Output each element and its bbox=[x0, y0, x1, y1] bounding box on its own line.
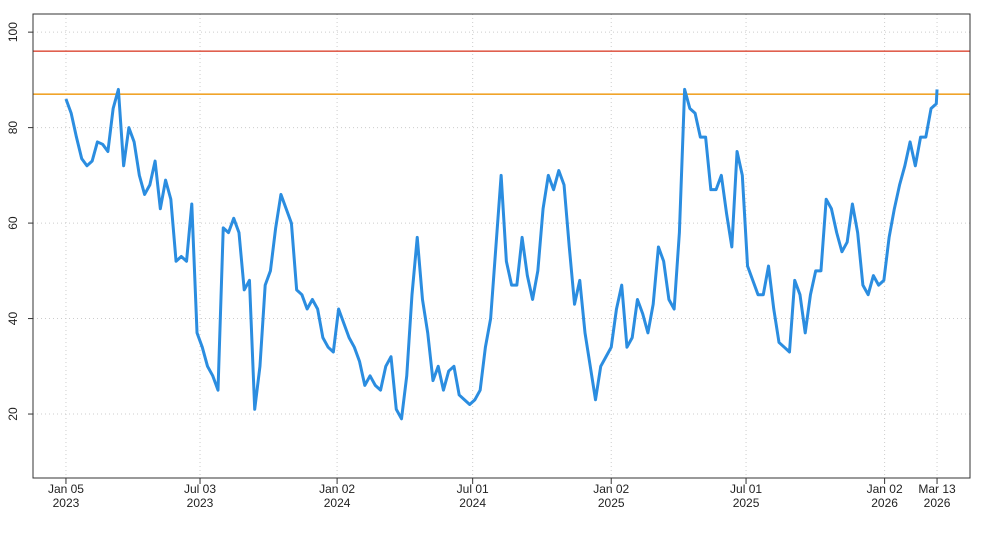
y-tick-label: 80 bbox=[6, 121, 20, 135]
x-tick-label: Jan 02 2024 bbox=[319, 482, 356, 510]
x-tick-label: Jul 03 2023 bbox=[184, 482, 217, 510]
x-tick-label: Jan 05 2023 bbox=[47, 482, 84, 510]
x-tick-label: Jan 02 2025 bbox=[593, 482, 630, 510]
y-tick-label: 20 bbox=[6, 407, 20, 421]
y-tick-label: 40 bbox=[6, 312, 20, 326]
plot-frame bbox=[32, 13, 971, 479]
x-tick-label: Mar 13 2026 bbox=[918, 482, 956, 510]
data-line bbox=[64, 87, 939, 421]
x-tick-label: Jul 01 2024 bbox=[456, 482, 489, 510]
x-tick-label: Jan 02 2026 bbox=[866, 482, 903, 510]
y-tick-label: 60 bbox=[6, 216, 20, 230]
y-tick-label: 100 bbox=[6, 22, 20, 42]
x-tick-label: Jul 01 2025 bbox=[730, 482, 763, 510]
